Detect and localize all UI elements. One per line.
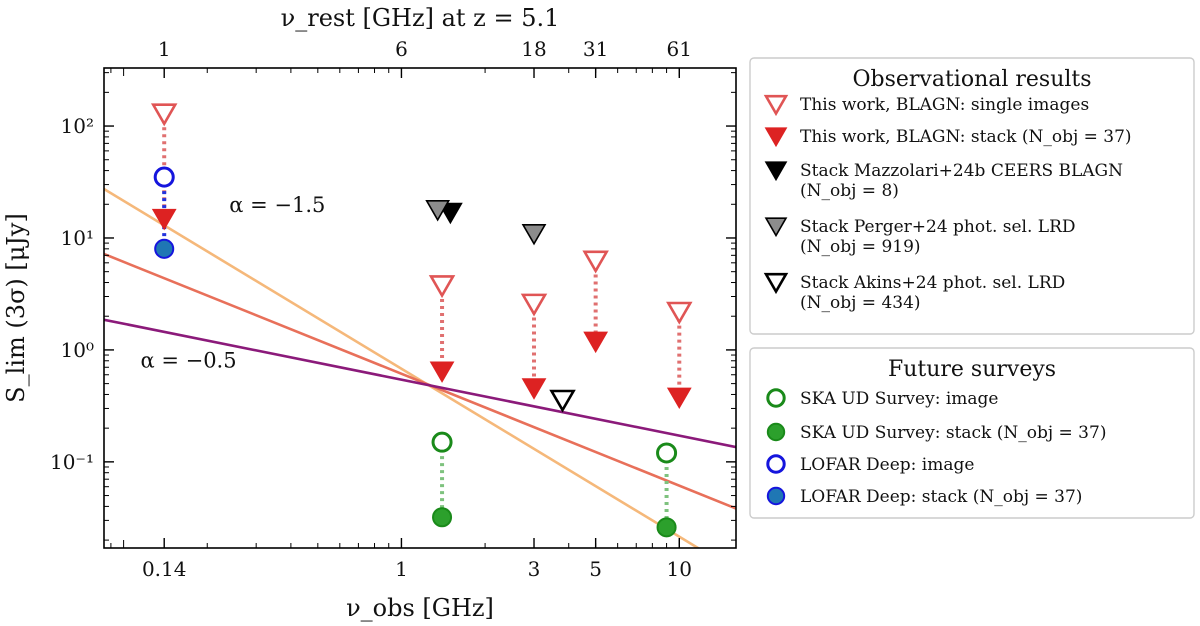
x-tick-label-3: 5 <box>589 557 602 581</box>
marker-s0-3 <box>582 250 609 274</box>
legend-marker-1 <box>764 127 788 148</box>
x-axis-label: ν_obs [GHz] <box>346 594 494 622</box>
upper-limit-arrows <box>162 113 682 528</box>
top-tick-label-2: 18 <box>521 37 546 61</box>
marker-s8-0 <box>154 238 175 259</box>
marker-s1-3 <box>583 331 609 354</box>
annotations: α = −1.5 α = −0.5 <box>140 193 325 372</box>
power-law-line-1 <box>104 252 736 510</box>
marker-s5-0 <box>431 431 453 453</box>
legend-observational-results: Observational results This work, BLAGN: s… <box>749 57 1195 335</box>
power-law-lines <box>104 187 736 548</box>
top-axis-label: ν_rest [GHz] at z = 5.1 <box>281 4 560 32</box>
legend-marker-3 <box>766 486 786 506</box>
marker-s4-0 <box>549 389 576 413</box>
marker-s5-1 <box>656 442 678 464</box>
legend-label-0: This work, BLAGN: single images <box>800 95 1089 115</box>
y-tick-label-1: 10⁰ <box>61 338 94 362</box>
y-tick-label-0: 10⁻¹ <box>50 450 94 474</box>
legend-label-0: SKA UD Survey: image <box>800 389 998 409</box>
legend-marker-2 <box>764 161 788 182</box>
top-tick-label-4: 61 <box>667 37 692 61</box>
top-tick-label-1: 6 <box>395 37 408 61</box>
legend-label-1: This work, BLAGN: stack (N_obj = 37) <box>800 127 1132 147</box>
marker-s7-0 <box>153 166 175 188</box>
marker-s0-0 <box>150 103 178 127</box>
slope-annotation-1: α = −0.5 <box>140 348 236 372</box>
legend-label-3: (N_obj = 919) <box>800 237 921 257</box>
marker-s0-1 <box>428 275 456 299</box>
marker-s3-0 <box>425 200 451 222</box>
x-tick-label-2: 3 <box>528 557 541 581</box>
power-law-line-2 <box>104 318 736 449</box>
legend-marker-0 <box>763 94 789 117</box>
data-markers <box>150 103 693 538</box>
legend-marker-3 <box>764 217 788 238</box>
legend-label-3: Stack Perger+24 phot. sel. LRD <box>800 217 1076 237</box>
legend-label-1: SKA UD Survey: stack (N_obj = 37) <box>800 423 1106 443</box>
y-tick-label-2: 10¹ <box>61 226 94 250</box>
legend-label-4: Stack Akins+24 phot. sel. LRD <box>800 273 1065 293</box>
slope-annotation-0: α = −1.5 <box>229 193 325 217</box>
marker-s1-1 <box>429 361 455 383</box>
legend-box <box>749 57 1195 335</box>
legend-marker-2 <box>766 454 786 474</box>
legend-title: Future surveys <box>888 357 1056 382</box>
marker-s1-4 <box>666 387 692 410</box>
marker-s0-4 <box>666 301 693 325</box>
y-tick-label-3: 10² <box>61 114 94 138</box>
marker-s6-0 <box>432 507 453 528</box>
marker-s3-1 <box>521 223 547 246</box>
legend-label-2: (N_obj = 8) <box>800 181 899 201</box>
y-axis-label: S_lim (3σ) [μJy] <box>2 213 30 403</box>
axis-ticks: 0.14 1 3 5 10 1 6 18 31 61 10⁻¹ 10⁰ 10¹ 10² <box>50 37 736 581</box>
x-tick-label-1: 1 <box>395 557 408 581</box>
marker-s1-2 <box>521 378 547 400</box>
legend-marker-1 <box>766 422 786 442</box>
top-tick-label-3: 31 <box>583 37 608 61</box>
marker-s0-2 <box>520 293 548 317</box>
legend-label-2: Stack Mazzolari+24b CEERS BLAGN <box>800 161 1123 181</box>
legend-title: Observational results <box>852 67 1091 92</box>
legend-label-4: (N_obj = 434) <box>800 293 921 313</box>
marker-s1-0 <box>151 208 177 231</box>
legend-future-surveys: Future surveys SKA UD Survey: image SKA UD… <box>749 347 1195 519</box>
legend-label-3: LOFAR Deep: stack (N_obj = 37) <box>800 487 1082 507</box>
top-tick-label-0: 1 <box>158 37 171 61</box>
x-tick-label-4: 10 <box>667 557 692 581</box>
x-tick-label-0: 0.14 <box>142 557 187 581</box>
legend-marker-0 <box>766 388 786 408</box>
plot-frame <box>103 67 737 549</box>
legend-marker-4 <box>763 272 789 295</box>
legend-label-2: LOFAR Deep: image <box>800 455 974 475</box>
legend-box <box>749 347 1195 519</box>
marker-s6-1 <box>656 517 677 538</box>
